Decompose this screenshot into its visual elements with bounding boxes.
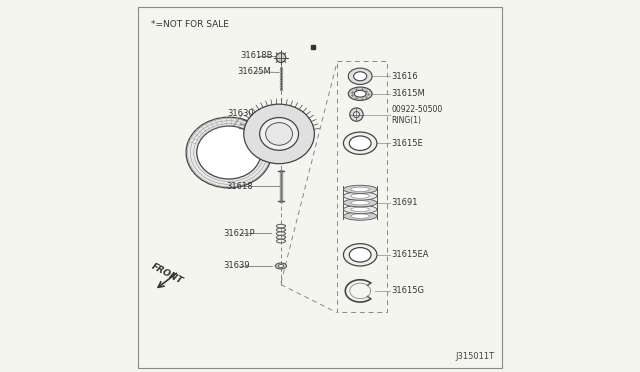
Ellipse shape xyxy=(351,194,369,198)
Ellipse shape xyxy=(344,244,377,266)
Text: 31615G: 31615G xyxy=(392,286,424,295)
Ellipse shape xyxy=(344,185,377,193)
Circle shape xyxy=(353,112,360,118)
Ellipse shape xyxy=(351,201,369,205)
Text: 31615M: 31615M xyxy=(392,89,425,98)
Ellipse shape xyxy=(349,136,371,150)
Ellipse shape xyxy=(348,87,372,100)
Ellipse shape xyxy=(260,118,298,150)
Text: 31691: 31691 xyxy=(392,198,418,207)
Text: 31625M: 31625M xyxy=(237,67,271,76)
Text: 00922-50500
RING(1): 00922-50500 RING(1) xyxy=(392,105,443,125)
Circle shape xyxy=(276,53,286,62)
Ellipse shape xyxy=(351,187,369,192)
Ellipse shape xyxy=(348,68,372,84)
Ellipse shape xyxy=(266,123,292,145)
Ellipse shape xyxy=(196,126,261,179)
Text: 31615E: 31615E xyxy=(392,139,423,148)
Ellipse shape xyxy=(344,192,377,200)
Ellipse shape xyxy=(344,205,377,214)
Ellipse shape xyxy=(278,264,284,267)
Ellipse shape xyxy=(344,212,377,220)
Ellipse shape xyxy=(349,248,371,262)
Text: 31618B: 31618B xyxy=(240,51,273,60)
Text: FRONT: FRONT xyxy=(150,262,185,286)
Ellipse shape xyxy=(351,214,369,218)
Text: 31618: 31618 xyxy=(227,182,253,190)
Ellipse shape xyxy=(354,72,367,81)
Circle shape xyxy=(349,108,363,121)
Text: 31639: 31639 xyxy=(223,261,250,270)
Ellipse shape xyxy=(344,132,377,154)
Text: 31621P: 31621P xyxy=(223,229,255,238)
Ellipse shape xyxy=(354,90,366,97)
Ellipse shape xyxy=(244,104,314,164)
Text: 31615EA: 31615EA xyxy=(392,250,429,259)
Text: J315011T: J315011T xyxy=(456,352,495,361)
Text: *=NOT FOR SALE: *=NOT FOR SALE xyxy=(151,20,228,29)
Text: 31630: 31630 xyxy=(228,109,254,118)
Ellipse shape xyxy=(186,117,271,188)
Ellipse shape xyxy=(275,263,287,269)
Ellipse shape xyxy=(344,199,377,207)
Ellipse shape xyxy=(351,207,369,212)
Text: 31616: 31616 xyxy=(392,72,418,81)
